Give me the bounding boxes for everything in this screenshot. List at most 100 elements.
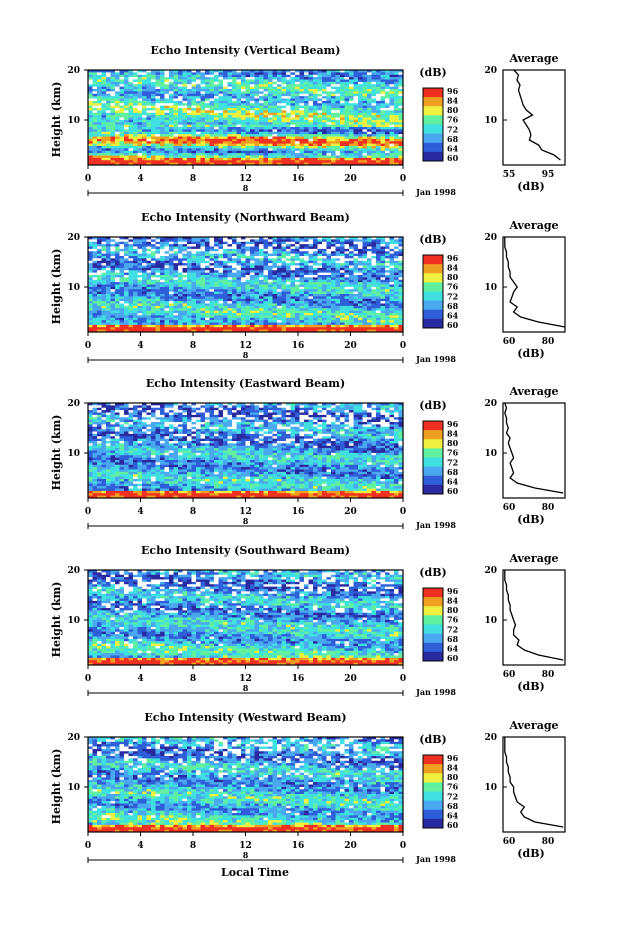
- heatmap-cell: [317, 98, 323, 102]
- heatmap-cell: [371, 79, 377, 83]
- heatmap-cell: [245, 131, 251, 135]
- heatmap-cell: [146, 253, 152, 257]
- heatmap-cell: [205, 108, 210, 111]
- heatmap-cell: [214, 277, 219, 281]
- heatmap-cell: [200, 239, 206, 243]
- heatmap-cell: [268, 279, 273, 283]
- heatmap-cell: [205, 100, 210, 104]
- heatmap-cell: [92, 108, 98, 111]
- heatmap-cell: [299, 256, 305, 259]
- heatmap-cell: [173, 70, 179, 73]
- heatmap-cell: [178, 105, 183, 109]
- heatmap-cell: [155, 124, 161, 128]
- heatmap-cell: [119, 146, 125, 149]
- heatmap-cell: [196, 246, 201, 250]
- heatmap-cell: [272, 103, 278, 107]
- heatmap-cell: [254, 308, 260, 312]
- heatmap-cell: [389, 96, 395, 99]
- heatmap-cell: [110, 157, 116, 161]
- heatmap-cell: [304, 263, 309, 266]
- heatmap-cell: [133, 272, 138, 276]
- heatmap-cell: [245, 296, 251, 300]
- heatmap-cell: [358, 237, 363, 240]
- heatmap-cell: [259, 279, 264, 283]
- heatmap-cell: [101, 119, 107, 123]
- heatmap-cell: [281, 291, 287, 295]
- avg-frame: [502, 69, 566, 166]
- heatmap-cell: [398, 270, 404, 274]
- heatmap-cell: [295, 138, 300, 142]
- heatmap-cell: [227, 77, 233, 80]
- heatmap-cell: [97, 122, 102, 126]
- heatmap-cell: [205, 265, 210, 269]
- heatmap-cell: [308, 110, 314, 114]
- heatmap-cell: [124, 86, 129, 90]
- heatmap-cell: [209, 124, 215, 128]
- heatmap-cell: [362, 79, 368, 83]
- heatmap-cell: [142, 143, 147, 147]
- heatmap-cell: [92, 81, 98, 85]
- heatmap-cell: [268, 91, 273, 95]
- heatmap-cell: [173, 305, 179, 309]
- heatmap-cell: [245, 289, 251, 293]
- heatmap-cell: [353, 160, 359, 164]
- heatmap-cell: [272, 148, 278, 152]
- heatmap-cell: [326, 136, 332, 140]
- heatmap-cell: [272, 93, 278, 97]
- heatmap-cell: [214, 258, 219, 262]
- heatmap-cell: [164, 70, 170, 73]
- heatmap-cell: [344, 112, 350, 116]
- heatmap-cell: [353, 105, 359, 109]
- heatmap-cell: [146, 134, 152, 137]
- heatmap-cell: [160, 134, 165, 137]
- heatmap-cell: [92, 244, 98, 247]
- heatmap-cell: [308, 305, 314, 309]
- heatmap-cell: [101, 270, 107, 274]
- heatmap-cell: [101, 141, 107, 145]
- heatmap-cell: [200, 157, 206, 161]
- heatmap-cell: [227, 284, 233, 288]
- heatmap-cell: [376, 162, 381, 166]
- heatmap-cell: [268, 74, 273, 78]
- heatmap-cell: [196, 160, 201, 164]
- heatmap-cell: [281, 127, 287, 130]
- heatmap-cell: [191, 160, 197, 164]
- heatmap-cell: [389, 275, 395, 278]
- heatmap-cell: [250, 129, 255, 133]
- heatmap-cell: [133, 244, 138, 247]
- heatmap-cell: [146, 279, 152, 283]
- heatmap-cell: [353, 96, 359, 99]
- heatmap-cell: [209, 237, 215, 240]
- heatmap-cell: [128, 301, 134, 304]
- heatmap-cell: [155, 272, 161, 276]
- heatmap-cell: [205, 84, 210, 88]
- heatmap-cell: [97, 136, 102, 140]
- heatmap-cell: [146, 298, 152, 302]
- heatmap-cell: [358, 110, 363, 114]
- heatmap-cell: [308, 237, 314, 240]
- heatmap-cell: [277, 153, 282, 156]
- heatmap-cell: [317, 119, 323, 123]
- heatmap-cell: [133, 153, 138, 156]
- heatmap-cell: [164, 150, 170, 154]
- heatmap-cell: [151, 86, 156, 90]
- heatmap-cell: [227, 301, 233, 304]
- heatmap-cell: [349, 100, 354, 104]
- heatmap-cell: [331, 77, 336, 80]
- heatmap-cell: [209, 275, 215, 278]
- heatmap-cell: [277, 244, 282, 247]
- heatmap-cell: [196, 248, 201, 252]
- heatmap-cell: [317, 305, 323, 309]
- heatmap-cell: [196, 256, 201, 259]
- heatmap-cell: [362, 248, 368, 252]
- heatmap-cell: [223, 270, 228, 274]
- heatmap-cell: [106, 108, 111, 111]
- heatmap-cell: [317, 251, 323, 255]
- heatmap-cell: [272, 241, 278, 245]
- heatmap-cell: [304, 112, 309, 116]
- heatmap-cell: [326, 105, 332, 109]
- heatmap-cell: [340, 89, 345, 92]
- heatmap-cell: [398, 86, 404, 90]
- heatmap-cell: [326, 100, 332, 104]
- heatmap-cell: [101, 308, 107, 312]
